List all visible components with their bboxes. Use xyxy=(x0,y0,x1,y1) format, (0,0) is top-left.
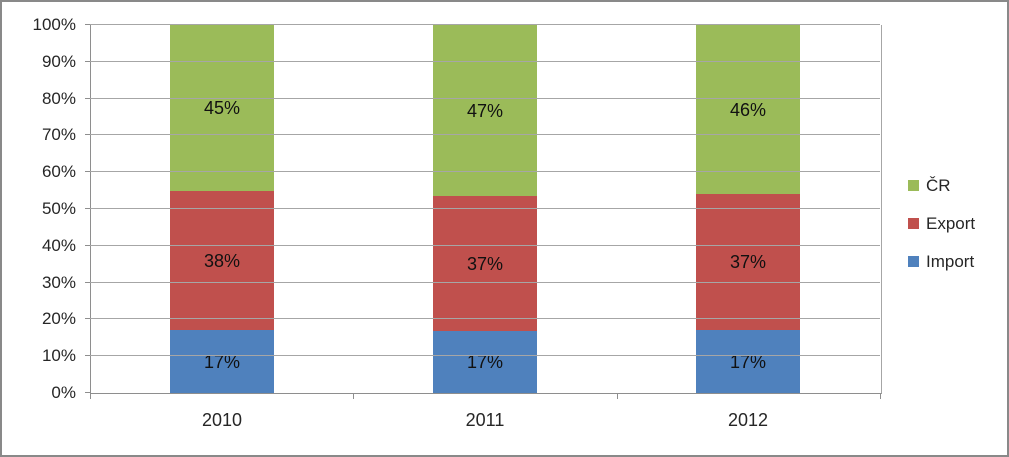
gridline xyxy=(90,171,880,172)
y-axis-tick xyxy=(85,318,90,319)
data-label-import-2012: 17% xyxy=(729,352,767,372)
data-label-čr-2012: 46% xyxy=(729,100,767,120)
bar-segment-čr-2012 xyxy=(696,25,800,195)
bar-segment-import-2012 xyxy=(696,330,800,393)
data-label-export-2010: 38% xyxy=(203,251,241,271)
gridline xyxy=(90,282,880,283)
bar-segment-export-2010 xyxy=(170,190,274,331)
y-axis-label: 70% xyxy=(41,125,76,144)
data-label-čr-2011: 47% xyxy=(466,101,504,121)
x-axis-label: 2012 xyxy=(727,410,769,430)
x-axis-tick xyxy=(880,394,881,399)
y-axis-label: 60% xyxy=(41,162,76,181)
plot-area xyxy=(90,25,882,394)
bar-segment-import-2011 xyxy=(433,331,537,393)
data-label-import-2010: 17% xyxy=(203,352,241,372)
bar-segment-čr-2010 xyxy=(170,25,274,191)
y-axis-tick xyxy=(85,208,90,209)
legend-item-export: Export xyxy=(908,213,975,234)
data-label-export-2011: 37% xyxy=(466,254,504,274)
y-axis-tick xyxy=(85,61,90,62)
gridline xyxy=(90,208,880,209)
legend-swatch-export-icon xyxy=(908,218,919,229)
legend: ČR Export Import xyxy=(908,175,975,289)
gridline xyxy=(90,245,880,246)
y-axis-label: 10% xyxy=(41,346,76,365)
y-axis-label: 80% xyxy=(41,89,76,108)
legend-item-import: Import xyxy=(908,251,975,272)
data-label-import-2011: 17% xyxy=(466,352,504,372)
data-label-export-2012: 37% xyxy=(729,252,767,272)
y-axis-label: 40% xyxy=(41,236,76,255)
gridline xyxy=(90,134,880,135)
legend-label: Import xyxy=(926,251,975,271)
y-axis-tick xyxy=(85,24,90,25)
gridline xyxy=(90,24,880,25)
x-axis-tick xyxy=(617,394,618,399)
x-axis-tick xyxy=(353,394,354,399)
y-axis-tick xyxy=(85,282,90,283)
legend-item-čr: ČR xyxy=(908,175,975,196)
gridline xyxy=(90,318,880,319)
data-label-čr-2010: 45% xyxy=(203,98,241,118)
bar-segment-export-2012 xyxy=(696,194,800,331)
y-axis-tick xyxy=(85,98,90,99)
y-axis-label: 30% xyxy=(41,273,76,292)
bar-segment-čr-2011 xyxy=(433,25,537,197)
bar-segment-import-2010 xyxy=(170,330,274,393)
legend-label: ČR xyxy=(926,175,951,195)
y-axis-tick xyxy=(85,355,90,356)
y-axis-label: 20% xyxy=(41,309,76,328)
y-axis-label: 100% xyxy=(32,15,76,34)
x-axis-label: 2010 xyxy=(201,410,243,430)
x-axis-label: 2011 xyxy=(465,410,505,430)
y-axis-tick xyxy=(85,171,90,172)
bar-segment-export-2011 xyxy=(433,196,537,332)
legend-swatch-import-icon xyxy=(908,256,919,267)
y-axis-tick xyxy=(85,134,90,135)
y-axis-label: 0% xyxy=(51,383,76,402)
legend-swatch-čr-icon xyxy=(908,180,919,191)
y-axis-tick xyxy=(85,245,90,246)
x-axis-tick xyxy=(90,394,91,399)
legend-label: Export xyxy=(926,213,976,233)
gridline xyxy=(90,61,880,62)
y-axis-label: 50% xyxy=(41,199,76,218)
y-axis-tick xyxy=(85,392,90,393)
gridline xyxy=(90,355,880,356)
gridline xyxy=(90,98,880,99)
y-axis-label: 90% xyxy=(41,52,76,71)
